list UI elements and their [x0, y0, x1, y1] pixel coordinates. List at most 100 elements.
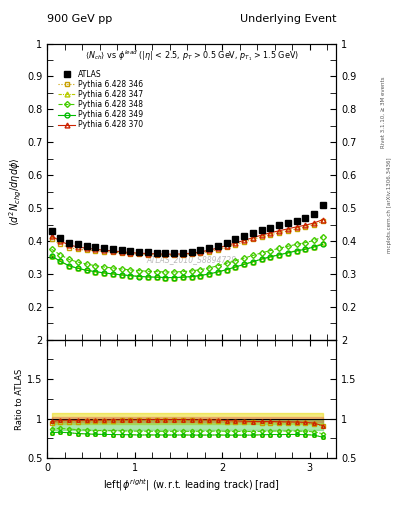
Pythia 6.428 349 [67, 263, 72, 269]
Pythia 6.428 348 [110, 265, 115, 271]
Pythia 6.428 349 [286, 250, 290, 256]
Pythia 6.428 349 [198, 272, 203, 279]
ATLAS [84, 243, 89, 249]
Pythia 6.428 347 [207, 271, 211, 277]
Pythia 6.428 346 [58, 241, 62, 247]
Pythia 6.428 346 [286, 228, 290, 234]
Pythia 6.428 348 [286, 243, 290, 249]
Pythia 6.428 348 [137, 268, 141, 274]
Pythia 6.428 348 [224, 260, 229, 266]
ATLAS [259, 227, 264, 233]
Pythia 6.428 346 [84, 247, 89, 253]
ATLAS [294, 218, 299, 224]
Pythia 6.428 348 [277, 245, 281, 251]
Pythia 6.428 349 [207, 271, 211, 277]
Pythia 6.428 349 [58, 259, 62, 265]
Pythia 6.428 348 [268, 247, 273, 253]
Pythia 6.428 346 [154, 252, 159, 258]
Pythia 6.428 346 [321, 218, 325, 224]
ATLAS [172, 250, 176, 256]
Pythia 6.428 346 [233, 242, 238, 248]
Pythia 6.428 349 [321, 241, 325, 247]
Pythia 6.428 349 [145, 274, 150, 280]
Pythia 6.428 348 [75, 259, 80, 265]
Pythia 6.428 348 [102, 264, 107, 270]
Pythia 6.428 348 [250, 252, 255, 259]
Pythia 6.428 347 [268, 254, 273, 260]
Pythia 6.428 347 [93, 268, 98, 274]
Pythia 6.428 347 [119, 272, 124, 278]
Pythia 6.428 349 [75, 265, 80, 271]
ATLAS [58, 236, 62, 242]
Pythia 6.428 347 [145, 274, 150, 280]
Pythia 6.428 347 [163, 274, 168, 281]
Pythia 6.428 346 [75, 246, 80, 252]
Pythia 6.428 349 [259, 256, 264, 262]
Pythia 6.428 348 [180, 268, 185, 274]
Pythia 6.428 349 [224, 267, 229, 273]
Pythia 6.428 347 [198, 272, 203, 279]
Pythia 6.428 347 [67, 263, 72, 269]
Pythia 6.428 348 [154, 268, 159, 274]
Pythia 6.428 370 [154, 251, 159, 257]
ATLAS [224, 240, 229, 246]
Pythia 6.428 348 [215, 263, 220, 269]
Pythia 6.428 347 [224, 267, 229, 273]
Pythia 6.428 370 [242, 237, 246, 243]
Pythia 6.428 348 [207, 265, 211, 271]
Pythia 6.428 347 [180, 274, 185, 280]
ATLAS [102, 245, 107, 251]
Pythia 6.428 347 [259, 256, 264, 262]
Pythia 6.428 370 [75, 244, 80, 250]
Pythia 6.428 347 [312, 244, 316, 250]
Pythia 6.428 347 [84, 267, 89, 273]
ATLAS [110, 246, 115, 252]
Pythia 6.428 348 [163, 269, 168, 275]
Pythia 6.428 346 [294, 226, 299, 232]
Pythia 6.428 346 [180, 252, 185, 258]
ATLAS [312, 211, 316, 217]
Pythia 6.428 346 [312, 222, 316, 228]
Pythia 6.428 370 [224, 243, 229, 249]
Pythia 6.428 370 [207, 247, 211, 253]
Pythia 6.428 348 [312, 237, 316, 243]
Pythia 6.428 347 [294, 247, 299, 253]
Pythia 6.428 347 [233, 264, 238, 270]
Pythia 6.428 348 [233, 258, 238, 264]
ATLAS [268, 225, 273, 231]
Pythia 6.428 370 [321, 217, 325, 223]
ATLAS [198, 247, 203, 253]
Pythia 6.428 370 [277, 228, 281, 234]
Pythia 6.428 347 [58, 259, 62, 265]
Pythia 6.428 370 [67, 242, 72, 248]
ATLAS [93, 244, 98, 250]
Line: Pythia 6.428 346: Pythia 6.428 346 [49, 219, 325, 258]
Pythia 6.428 370 [215, 245, 220, 251]
Pythia 6.428 370 [110, 248, 115, 254]
Pythia 6.428 370 [259, 232, 264, 238]
Pythia 6.428 347 [154, 274, 159, 280]
Pythia 6.428 370 [268, 230, 273, 236]
Pythia 6.428 349 [154, 274, 159, 280]
ATLAS [180, 249, 185, 255]
Pythia 6.428 349 [119, 272, 124, 278]
ATLAS [128, 248, 133, 254]
Pythia 6.428 370 [93, 246, 98, 252]
Pythia 6.428 347 [172, 274, 176, 281]
Pythia 6.428 370 [294, 224, 299, 230]
ATLAS [163, 250, 168, 256]
Pythia 6.428 346 [93, 248, 98, 254]
Pythia 6.428 348 [321, 233, 325, 240]
Pythia 6.428 370 [250, 234, 255, 241]
Pythia 6.428 370 [128, 249, 133, 255]
Pythia 6.428 347 [250, 259, 255, 265]
Pythia 6.428 370 [49, 233, 54, 239]
Pythia 6.428 347 [321, 240, 325, 246]
Pythia 6.428 349 [49, 253, 54, 259]
Pythia 6.428 349 [110, 271, 115, 277]
Pythia 6.428 348 [67, 257, 72, 263]
Pythia 6.428 346 [110, 249, 115, 255]
Pythia 6.428 349 [215, 269, 220, 275]
Line: Pythia 6.428 370: Pythia 6.428 370 [49, 217, 325, 257]
Pythia 6.428 347 [189, 273, 194, 280]
